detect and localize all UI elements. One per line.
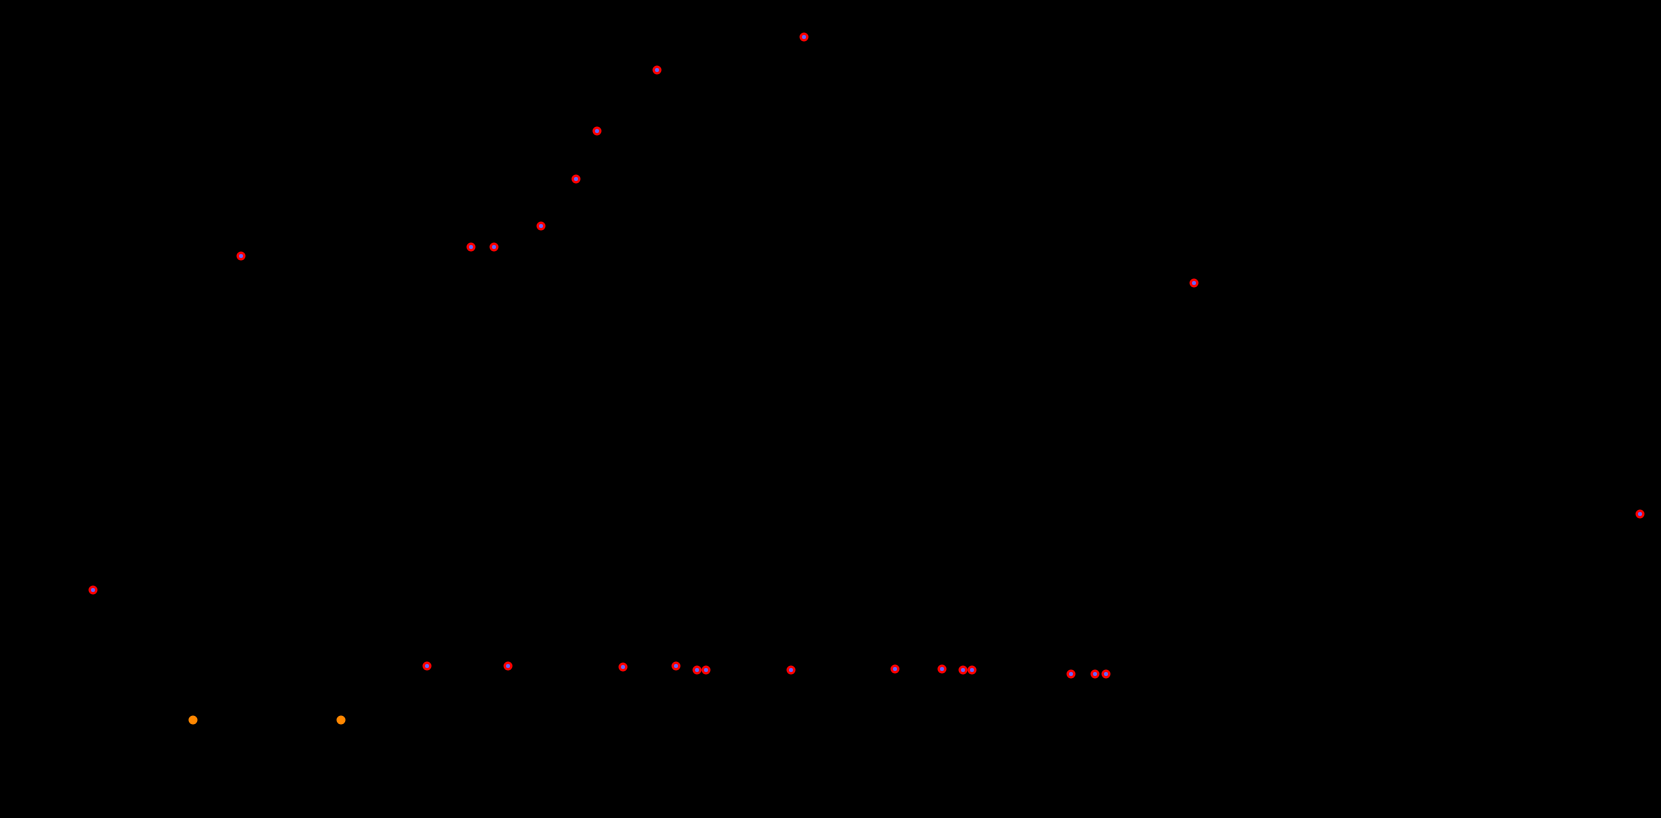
scatter-point-16-layer-1 (789, 668, 793, 672)
scatter-point-4-layer-1 (425, 664, 429, 668)
scatter-point-22-layer-1 (1069, 672, 1073, 676)
scatter-point-17-layer-1 (802, 35, 806, 39)
scatter-point-9-layer-1 (574, 177, 578, 181)
scatter-point-7-layer-1 (506, 664, 510, 668)
scatter-point-13-layer-1 (674, 664, 678, 668)
scatter-point-6-layer-1 (492, 245, 496, 249)
scatter-point-10-layer-1 (595, 129, 599, 133)
scatter-point-24-layer-1 (1104, 672, 1108, 676)
scatter-point-1 (189, 716, 198, 725)
scatter-point-14-layer-1 (695, 668, 699, 672)
scatter-point-2-layer-1 (239, 254, 243, 258)
scatter-point-21-layer-1 (970, 668, 974, 672)
scatter-point-3 (337, 716, 346, 725)
scatter-point-19-layer-1 (940, 667, 944, 671)
scatter-point-11-layer-1 (621, 665, 625, 669)
scatter-point-0-layer-1 (91, 588, 95, 592)
scatter-point-20-layer-1 (961, 668, 965, 672)
scatter-point-18-layer-1 (893, 667, 897, 671)
scatter-point-25-layer-1 (1192, 281, 1196, 285)
scatter-point-23-layer-1 (1093, 672, 1097, 676)
scatter-chart (0, 0, 1661, 818)
scatter-point-12-layer-1 (655, 68, 659, 72)
scatter-point-8-layer-1 (539, 224, 543, 228)
scatter-point-15-layer-1 (704, 668, 708, 672)
scatter-point-5-layer-1 (469, 245, 473, 249)
scatter-point-26-layer-1 (1638, 512, 1642, 516)
